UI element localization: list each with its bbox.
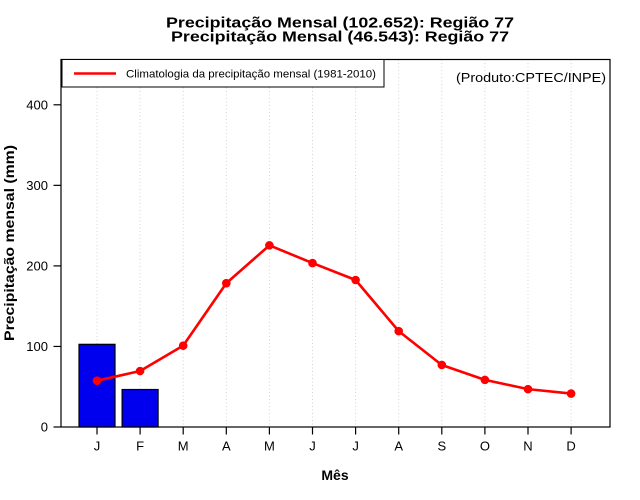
data-point (308, 258, 317, 268)
legend-label: Climatologia da precipitação mensal (198… (126, 69, 376, 81)
producer-annotation: (Produto:CPTEC/INPE) (456, 70, 606, 85)
y-tick-label: 100 (26, 339, 48, 354)
x-tick-label: M (178, 439, 189, 454)
x-tick-label: A (394, 439, 403, 454)
x-tick-label: N (523, 439, 532, 454)
chart-title-line1: Precipitação Mensal (102.652): Região 77 (166, 15, 514, 32)
x-tick-label: O (480, 439, 490, 454)
bar-series (78, 343, 159, 428)
x-tick-label: M (264, 439, 275, 454)
y-tick-label: 0 (41, 420, 48, 435)
data-point (437, 360, 447, 370)
bar (78, 343, 116, 428)
data-point (480, 375, 490, 385)
x-tick-label: J (352, 439, 359, 454)
y-axis: 0 100 200 300 400 (26, 97, 61, 435)
data-point (566, 389, 576, 398)
chart-title-line2: Precipitação Mensal (46.543): Região 77 (171, 29, 509, 46)
data-point (523, 384, 533, 394)
data-point (135, 366, 145, 376)
x-tick-label: S (437, 439, 446, 454)
data-point (178, 341, 188, 350)
data-point (351, 275, 360, 285)
x-tick-label: J (94, 439, 101, 454)
y-tick-label: 200 (26, 258, 48, 273)
x-tick-label: J (309, 439, 316, 454)
data-point (394, 326, 404, 336)
bar (121, 388, 159, 428)
x-tick-label: A (222, 439, 231, 454)
legend: Climatologia da precipitação mensal (198… (61, 59, 385, 88)
x-tick-label: F (136, 439, 144, 454)
y-tick-label: 400 (26, 97, 48, 112)
x-axis-label: Mês (321, 467, 348, 483)
data-point (222, 278, 231, 288)
data-point (265, 241, 274, 250)
gridlines (96, 59, 572, 427)
y-axis-label: Precipitação mensal (mm) (1, 145, 17, 341)
x-tick-label: D (566, 439, 575, 454)
data-point (92, 376, 102, 385)
climatology-line (96, 244, 572, 395)
climatology-line-series (92, 241, 576, 398)
y-tick-label: 300 (26, 178, 48, 193)
